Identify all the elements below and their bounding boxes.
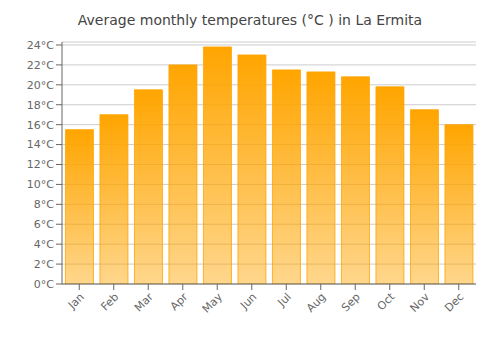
svg-text:14°C: 14°C bbox=[27, 138, 54, 151]
svg-text:0°C: 0°C bbox=[34, 278, 54, 291]
svg-text:2°C: 2°C bbox=[34, 258, 54, 271]
svg-text:12°C: 12°C bbox=[27, 158, 54, 171]
svg-text:Jan: Jan bbox=[65, 290, 87, 312]
svg-text:Sep: Sep bbox=[339, 290, 363, 314]
svg-text:22°C: 22°C bbox=[27, 59, 54, 72]
svg-text:May: May bbox=[200, 290, 226, 316]
svg-text:24°C: 24°C bbox=[27, 39, 54, 52]
svg-text:16°C: 16°C bbox=[27, 119, 54, 132]
svg-text:8°C: 8°C bbox=[34, 198, 54, 211]
svg-text:Oct: Oct bbox=[375, 290, 398, 313]
svg-text:Nov: Nov bbox=[408, 290, 433, 315]
svg-text:6°C: 6°C bbox=[34, 218, 54, 231]
svg-text:20°C: 20°C bbox=[27, 79, 54, 92]
svg-text:Feb: Feb bbox=[98, 290, 121, 313]
svg-text:4°C: 4°C bbox=[34, 238, 54, 251]
svg-text:Apr: Apr bbox=[168, 290, 191, 313]
svg-text:Jul: Jul bbox=[275, 290, 294, 309]
svg-text:Mar: Mar bbox=[132, 290, 156, 314]
svg-text:Aug: Aug bbox=[304, 290, 328, 314]
svg-text:Dec: Dec bbox=[442, 290, 466, 314]
html-text:Average monthly temperatures (: Average monthly temperatures (°C ) in La… bbox=[77, 12, 423, 28]
svg-text:18°C: 18°C bbox=[27, 99, 54, 112]
svg-text:10°C: 10°C bbox=[27, 178, 54, 191]
svg-text:Jun: Jun bbox=[237, 290, 259, 312]
